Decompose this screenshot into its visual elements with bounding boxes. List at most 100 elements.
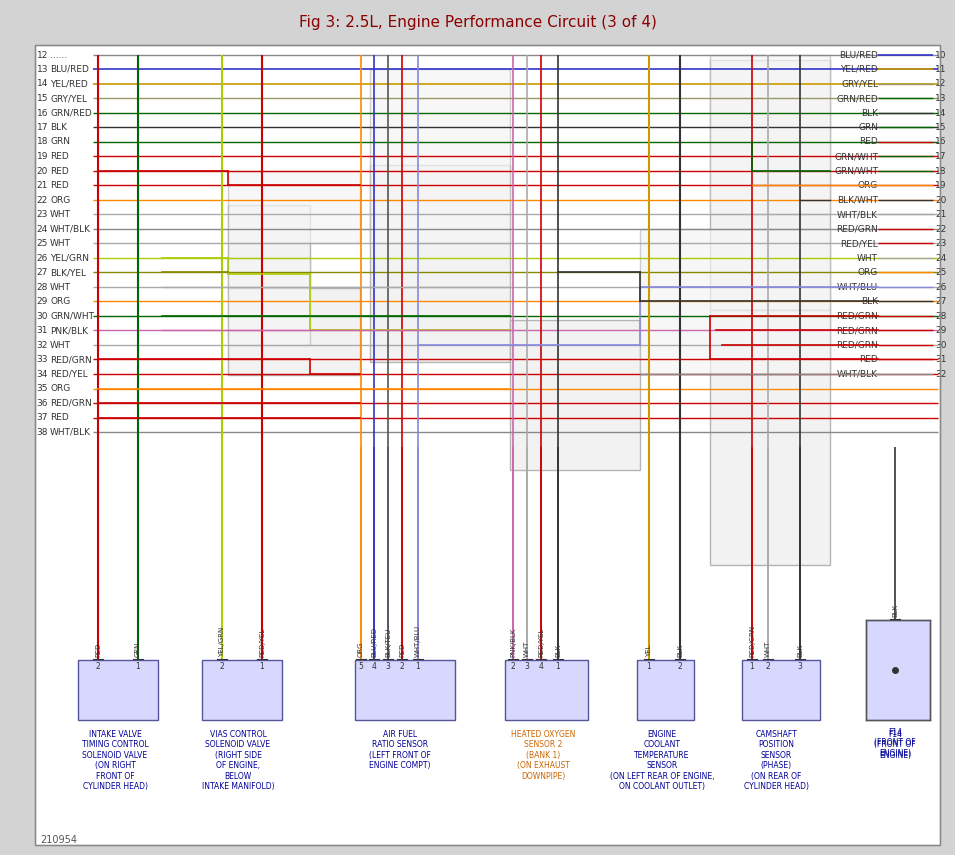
Text: 16: 16 [36, 109, 48, 117]
Bar [202, 660, 282, 720]
Text: 2: 2 [96, 662, 100, 671]
Text: BLK: BLK [892, 604, 898, 617]
Text: RED/GRN: RED/GRN [837, 326, 878, 335]
Text: 13: 13 [935, 94, 946, 103]
Bar [510, 320, 640, 470]
Text: BLK: BLK [797, 644, 803, 657]
Text: 14: 14 [36, 80, 48, 89]
Text: 31: 31 [36, 326, 48, 335]
Text: GRN: GRN [858, 123, 878, 132]
Text: 34: 34 [36, 369, 48, 379]
Text: BLK: BLK [861, 297, 878, 306]
Text: 20: 20 [36, 167, 48, 175]
Text: YEL/RED: YEL/RED [50, 80, 88, 89]
Text: GRN/WHT: GRN/WHT [50, 311, 94, 321]
Bar [355, 660, 455, 720]
Text: 4: 4 [539, 662, 543, 671]
Text: GRY/YEL: GRY/YEL [841, 80, 878, 89]
Text: RED: RED [860, 355, 878, 364]
Text: 5: 5 [358, 662, 364, 671]
Bar [710, 55, 830, 215]
Text: 32: 32 [935, 369, 946, 379]
Text: 20: 20 [935, 196, 946, 204]
Text: RED: RED [50, 152, 69, 161]
Text: GRN: GRN [135, 641, 141, 657]
Text: RED/YEL: RED/YEL [538, 628, 544, 657]
Text: WHT/BLU: WHT/BLU [837, 282, 878, 292]
Bar [228, 258, 310, 345]
Text: 30: 30 [935, 340, 946, 350]
Text: PNK/BLK: PNK/BLK [510, 628, 516, 657]
Bar [370, 165, 510, 362]
Bar [710, 310, 830, 565]
Text: RED: RED [50, 181, 69, 190]
Text: BLK: BLK [677, 644, 683, 657]
Text: 21: 21 [935, 210, 946, 219]
Bar [78, 660, 158, 720]
Text: WHT: WHT [50, 239, 71, 248]
Text: BLK: BLK [50, 123, 67, 132]
Text: RED: RED [95, 643, 101, 657]
Text: ENGINE
COOLANT
TEMPERATURE
SENSOR
(ON LEFT REAR OF ENGINE,
ON COOLANT OUTLET): ENGINE COOLANT TEMPERATURE SENSOR (ON LE… [609, 730, 714, 791]
Text: CAMSHAFT
POSITION
SENSOR
(PHASE)
(ON REAR OF
CYLINDER HEAD): CAMSHAFT POSITION SENSOR (PHASE) (ON REA… [744, 730, 809, 791]
Text: ORG: ORG [50, 384, 71, 393]
Text: ORG: ORG [858, 181, 878, 190]
Text: YEL/RED: YEL/RED [840, 65, 878, 74]
Text: 35: 35 [36, 384, 48, 393]
Text: AIR FUEL
RATIO SENSOR
(LEFT FRONT OF
ENGINE COMPT): AIR FUEL RATIO SENSOR (LEFT FRONT OF ENG… [369, 730, 431, 770]
Text: RED: RED [399, 643, 405, 657]
Text: 26: 26 [36, 253, 48, 262]
Text: 12: 12 [935, 80, 946, 89]
Text: 15: 15 [935, 123, 946, 132]
Text: 1: 1 [415, 662, 420, 671]
Text: 23: 23 [36, 210, 48, 219]
Bar [637, 660, 694, 720]
Bar [742, 660, 820, 720]
Text: 18: 18 [935, 167, 946, 175]
Text: WHT: WHT [50, 282, 71, 292]
Text: YEL: YEL [646, 645, 652, 657]
Text: 18: 18 [36, 138, 48, 146]
Text: WHT/BLK: WHT/BLK [837, 369, 878, 379]
Text: 25: 25 [935, 268, 946, 277]
Text: 28: 28 [36, 282, 48, 292]
Text: RED/GRN: RED/GRN [749, 625, 755, 657]
Text: ORG: ORG [50, 297, 71, 306]
Text: 17: 17 [36, 123, 48, 132]
Text: 36: 36 [36, 398, 48, 408]
Text: ORG: ORG [50, 196, 71, 204]
Bar [866, 620, 930, 720]
Text: 1: 1 [260, 662, 265, 671]
Text: YEL/GRN: YEL/GRN [219, 627, 225, 657]
Text: 21: 21 [36, 181, 48, 190]
Bar [505, 660, 588, 720]
Text: WHT: WHT [765, 640, 771, 657]
Text: 28: 28 [935, 311, 946, 321]
Text: 22: 22 [935, 225, 946, 233]
Text: 19: 19 [36, 152, 48, 161]
Text: 22: 22 [36, 196, 48, 204]
Text: 11: 11 [935, 65, 946, 74]
Text: WHT: WHT [50, 340, 71, 350]
Text: 29: 29 [36, 297, 48, 306]
Text: VIAS CONTROL
SOLENOID VALVE
(RIGHT SIDE
OF ENGINE,
BELOW
INTAKE MANIFOLD): VIAS CONTROL SOLENOID VALVE (RIGHT SIDE … [202, 730, 274, 791]
Text: BLK/WHT: BLK/WHT [837, 196, 878, 204]
Text: ......: ...... [50, 50, 67, 60]
Text: BLK: BLK [861, 109, 878, 117]
Text: INTAKE VALVE
TIMING CONTROL
SOLENOID VALVE
(ON RIGHT
FRONT OF
CYLINDER HEAD): INTAKE VALVE TIMING CONTROL SOLENOID VAL… [81, 730, 148, 791]
Text: 14: 14 [935, 109, 946, 117]
Text: 2: 2 [678, 662, 683, 671]
Text: RED/GRN: RED/GRN [837, 311, 878, 321]
Text: 31: 31 [935, 355, 946, 364]
Text: F14
(FRONT OF
ENGINE): F14 (FRONT OF ENGINE) [874, 730, 916, 760]
Text: GRN/RED: GRN/RED [50, 109, 92, 117]
Bar [228, 288, 360, 375]
Bar [228, 205, 310, 288]
Bar [228, 171, 360, 244]
Text: 2: 2 [399, 662, 404, 671]
Text: 1: 1 [136, 662, 140, 671]
Text: 10: 10 [935, 50, 946, 60]
Text: 19: 19 [935, 181, 946, 190]
Text: 37: 37 [36, 413, 48, 422]
Text: GRN/RED: GRN/RED [837, 94, 878, 103]
